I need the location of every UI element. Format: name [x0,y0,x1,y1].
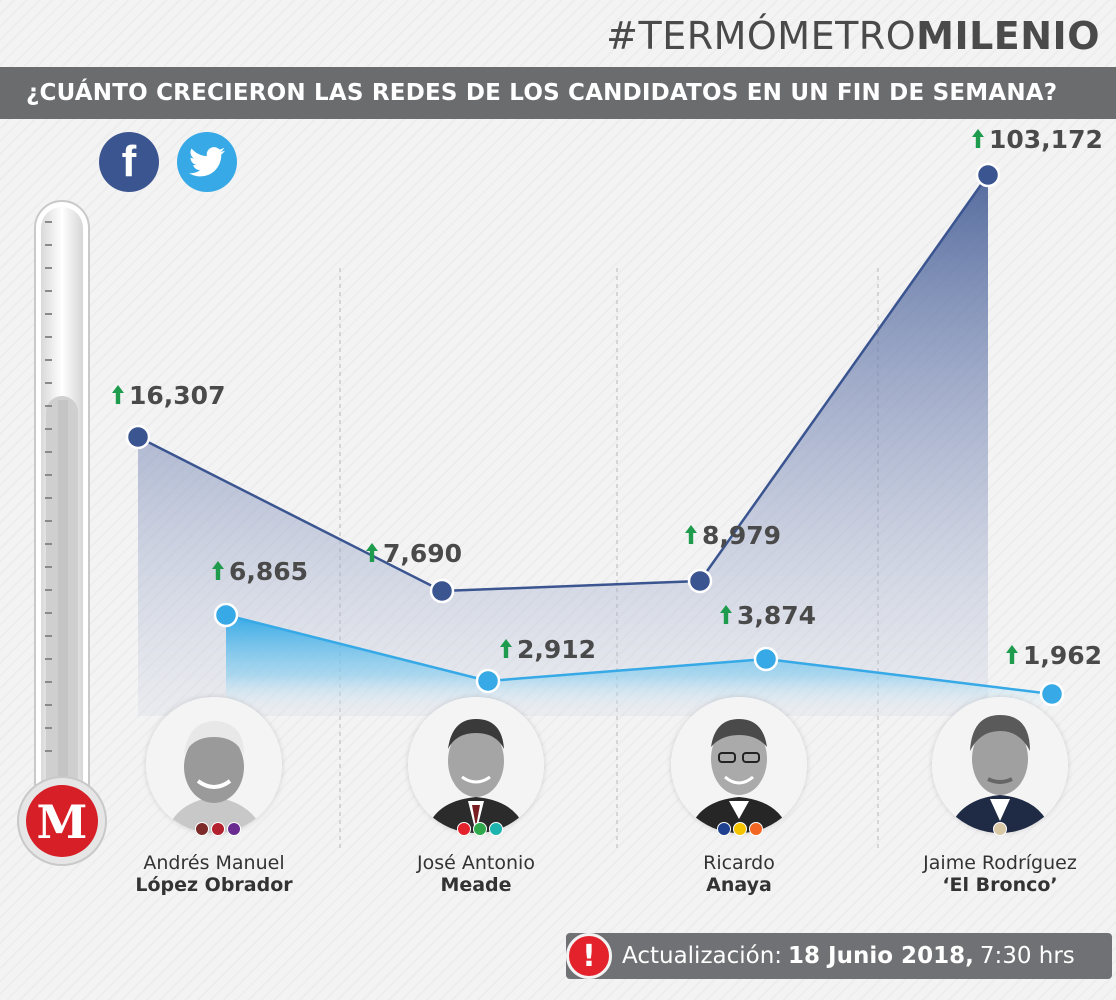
value-label: 2,912 [500,635,596,664]
candidate-name: Andrés Manuel López Obrador [135,852,293,896]
data-point [975,162,1001,188]
data-point [753,646,779,672]
increase-arrow-icon [112,385,124,404]
value-label-text: 103,172 [989,125,1103,154]
candidate-photo-lopez-obrador [146,697,282,833]
update-date: 18 Junio 2018, [788,943,974,969]
area-series-1 [138,175,988,716]
value-label: 6,865 [212,557,308,586]
increase-arrow-icon [366,543,378,562]
candidate-name: Jaime Rodríguez ‘El Bronco’ [923,852,1077,896]
increase-arrow-icon [1006,645,1018,664]
value-label-text: 6,865 [229,557,308,586]
milenio-logo: M [37,795,88,849]
data-point [475,668,501,694]
value-label-text: 3,874 [737,601,816,630]
value-label-text: 16,307 [129,381,225,410]
data-point [429,578,455,604]
party-icons [993,822,1007,836]
party-icons [717,822,763,836]
value-label-text: 1,962 [1023,641,1102,670]
party-dot [211,822,225,836]
value-label-text: 8,979 [702,521,781,550]
candidate-photo-meade [408,697,544,833]
alert-icon: ! [566,933,612,979]
value-label: 3,874 [720,601,816,630]
data-point [687,568,713,594]
candidate-name: José Antonio Meade [417,852,535,896]
increase-arrow-icon [685,525,697,544]
facebook-icon: f [99,132,159,192]
party-dot [717,822,731,836]
party-dot [473,822,487,836]
increase-arrow-icon [500,639,512,658]
area-series-2 [226,615,1052,716]
value-label-text: 7,690 [383,539,462,568]
candidate-name: Ricardo Anaya [703,852,775,896]
value-label-text: 2,912 [517,635,596,664]
value-label: 8,979 [685,521,781,550]
value-label: 1,962 [1006,641,1102,670]
value-label: 103,172 [972,125,1103,154]
increase-arrow-icon [720,605,732,624]
line-series-1 [137,174,990,593]
chart-areas [138,175,1052,716]
candidate-photo-el-bronco [932,697,1068,833]
party-dot [749,822,763,836]
data-point [213,602,239,628]
brand-title: #TERMÓMETROMILENIO [606,14,1100,58]
value-label: 16,307 [112,381,225,410]
line-series-2 [225,613,1053,696]
party-dot [195,822,209,836]
party-dot [457,822,471,836]
thermometer-icon: M [17,200,107,866]
twitter-icon [177,132,237,192]
party-icons [457,822,503,836]
party-dot [993,822,1007,836]
party-icons [195,822,241,836]
chart-labels: 16,307 7,690 8,979 103,172 6,865 2,912 3,874 1,… [112,125,1103,670]
party-dot [733,822,747,836]
data-point [1039,681,1065,707]
chart-points [125,162,1065,707]
increase-arrow-icon [972,129,984,148]
candidate-photo-anaya [671,697,807,833]
value-label: 7,690 [366,539,462,568]
update-time: 7:30 hrs [979,943,1075,969]
increase-arrow-icon [212,561,224,580]
update-label: Actualización: [622,943,783,969]
party-dot [489,822,503,836]
update-banner: Actualización: 18 Junio 2018, 7:30 hrs [566,933,1112,979]
party-dot [227,822,241,836]
data-point [125,424,151,450]
chart-title: ¿CUÁNTO CRECIERON LAS REDES DE LOS CANDI… [0,67,1116,119]
chart-lines [137,174,1053,696]
